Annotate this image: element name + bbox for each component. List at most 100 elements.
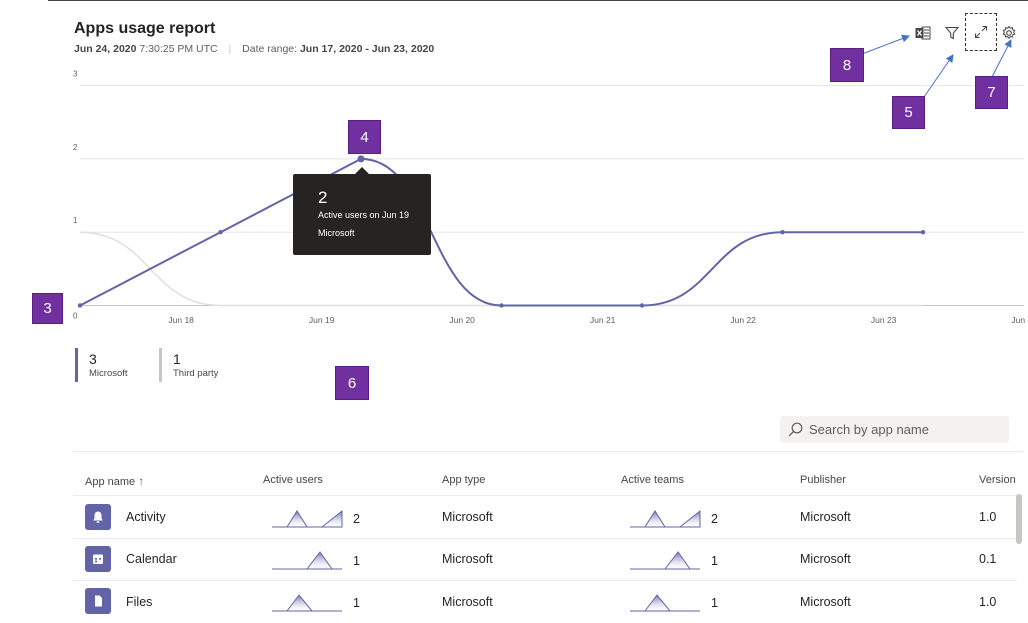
x-tick-label: Jun 19 xyxy=(309,315,335,325)
top-divider xyxy=(48,0,1028,1)
data-point-microsoft xyxy=(77,303,83,308)
data-point-microsoft xyxy=(780,230,785,235)
arrow-callout-8 xyxy=(861,34,910,55)
version: 1.0 xyxy=(979,595,997,609)
legend-count: 1 xyxy=(173,351,181,367)
column-header-label: App name xyxy=(85,476,136,488)
app-name[interactable]: Calendar xyxy=(126,552,177,566)
active-teams-count: 2 xyxy=(711,512,718,526)
publisher: Microsoft xyxy=(800,595,851,609)
expand-icon xyxy=(975,26,987,38)
arrow-callout-5 xyxy=(923,54,954,98)
tooltip-value: 2 xyxy=(318,188,328,207)
chart-x-ticks: Jun 18 Jun 19 Jun 20 Jun 21 Jun 22 Jun 23 Jun … xyxy=(168,315,1028,325)
date-range-label: Date range: xyxy=(242,43,298,55)
app-name[interactable]: Files xyxy=(126,595,153,609)
legend-item-third-party[interactable]: 1 Third party xyxy=(159,348,218,382)
sparkline-area xyxy=(630,594,700,612)
chart-gridlines xyxy=(80,85,1024,306)
version: 0.1 xyxy=(979,552,997,566)
y-tick-label: 3 xyxy=(73,70,78,79)
excel-export-button[interactable] xyxy=(912,20,934,46)
report-time: 7:30:25 PM UTC xyxy=(139,43,218,55)
search-input[interactable] xyxy=(809,422,999,437)
calendar-icon xyxy=(93,554,103,564)
callout-badge-3: 3 xyxy=(32,293,63,324)
chart-tooltip: 2 Active users on Jun 19 Microsoft xyxy=(293,167,431,255)
table-row[interactable]: Files 1 Microsoft 1 Microsoft 1.0 xyxy=(73,581,1017,623)
data-point-microsoft xyxy=(218,230,223,235)
column-header-app-type[interactable]: App type xyxy=(442,474,486,486)
x-tick-label: Jun 18 xyxy=(168,315,194,325)
settings-button[interactable] xyxy=(999,20,1019,46)
table-top-divider xyxy=(73,451,1023,452)
meta-separator: | xyxy=(228,43,232,55)
y-tick-label: 1 xyxy=(73,216,78,225)
callout-badge-4: 4 xyxy=(348,120,381,154)
active-users-sparkline xyxy=(272,509,343,528)
data-point-microsoft xyxy=(499,303,504,308)
y-tick-label: 2 xyxy=(73,143,78,152)
version: 1.0 xyxy=(979,510,997,524)
date-range-value: Jun 17, 2020 - Jun 23, 2020 xyxy=(299,43,435,55)
sparkline-area xyxy=(630,551,700,570)
table-row[interactable]: Calendar 1 Microsoft 1 Microsoft 0.1 xyxy=(73,539,1017,581)
report-meta: Jun 24, 2020 7:30:25 PM UTC | Date range… xyxy=(74,43,434,55)
filter-icon xyxy=(945,26,959,40)
filter-button[interactable] xyxy=(942,20,962,46)
publisher: Microsoft xyxy=(800,552,851,566)
sparkline-area xyxy=(630,509,701,528)
column-header-version[interactable]: Version xyxy=(979,474,1016,486)
column-header-publisher[interactable]: Publisher xyxy=(800,474,846,486)
app-name[interactable]: Activity xyxy=(126,510,166,524)
row-divider xyxy=(73,538,1017,539)
callout-badge-7: 7 xyxy=(975,76,1008,109)
chart-y-ticks: 0 1 2 3 xyxy=(73,70,78,321)
page-title: Apps usage report xyxy=(74,20,216,37)
app-type: Microsoft xyxy=(442,510,493,524)
column-header-active-users[interactable]: Active users xyxy=(263,474,323,486)
file-icon xyxy=(95,595,102,607)
data-point-microsoft xyxy=(920,230,926,235)
active-teams-sparkline xyxy=(630,551,700,570)
x-tick-label: Jun 22 xyxy=(730,315,756,325)
x-tick-label: Jun 21 xyxy=(590,315,616,325)
excel-export-icon xyxy=(915,26,931,40)
active-teams-count: 1 xyxy=(711,596,718,610)
column-header-active-teams[interactable]: Active teams xyxy=(621,474,684,486)
table-scrollbar[interactable] xyxy=(1016,494,1022,544)
callout-badge-8: 8 xyxy=(830,48,864,82)
active-users-count: 2 xyxy=(353,512,360,526)
row-divider xyxy=(73,580,1017,581)
report-date: Jun 24, 2020 xyxy=(74,43,137,55)
arrow-callout-7 xyxy=(991,39,1012,78)
active-teams-sparkline xyxy=(630,509,701,528)
app-type: Microsoft xyxy=(442,552,493,566)
tooltip-label: Active users on Jun 19 xyxy=(318,210,410,220)
table-row[interactable]: Activity 2 Microsoft 2 Microsoft 1.0 xyxy=(73,496,1017,538)
tooltip-series: Microsoft xyxy=(318,228,355,238)
column-header-app-name[interactable]: App name ↑ xyxy=(85,474,144,488)
callout-badge-5: 5 xyxy=(892,96,925,129)
sort-ascending-icon: ↑ xyxy=(138,474,145,488)
chart-series xyxy=(77,155,926,308)
sparkline-area xyxy=(272,509,343,528)
x-tick-label: Jun 23 xyxy=(871,315,897,325)
data-point-microsoft xyxy=(357,155,365,163)
sparkline-area xyxy=(272,594,342,612)
legend-item-microsoft[interactable]: 3 Microsoft xyxy=(75,348,128,382)
search-box[interactable] xyxy=(780,416,1009,443)
expand-button[interactable] xyxy=(965,13,997,51)
x-tick-label: Jun 20 xyxy=(449,315,475,325)
callout-badge-6: 6 xyxy=(335,366,369,400)
active-users-sparkline xyxy=(272,594,342,612)
active-teams-sparkline xyxy=(630,594,700,612)
app-type: Microsoft xyxy=(442,595,493,609)
active-users-count: 1 xyxy=(353,554,360,568)
active-users-sparkline xyxy=(272,551,342,570)
data-point-microsoft xyxy=(639,303,645,308)
active-teams-count: 1 xyxy=(711,554,718,568)
gear-icon xyxy=(1002,25,1016,39)
legend-label: Microsoft xyxy=(89,368,128,379)
active-users-line-chart: 0 1 2 3 Jun 18 Jun 19 Jun 20 Jun 21 Jun 22 Jun 2… xyxy=(73,34,1028,325)
